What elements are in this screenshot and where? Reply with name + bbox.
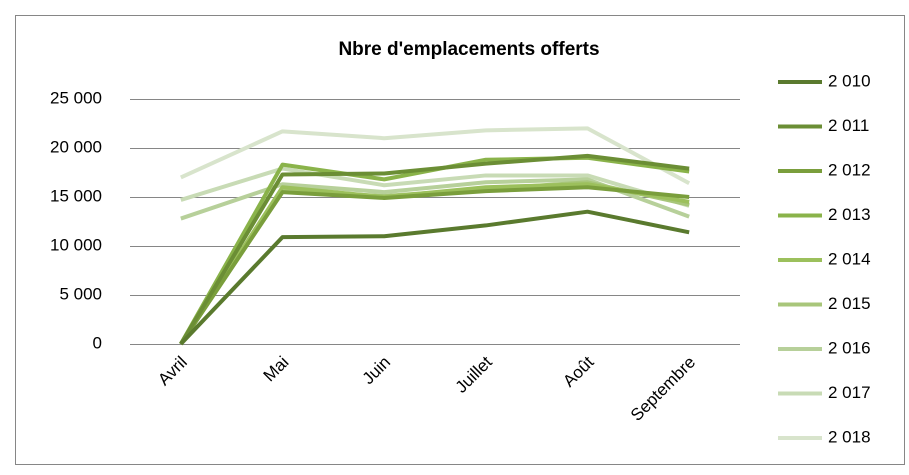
legend-label: 2 010 (828, 71, 871, 90)
series-line (179, 153, 690, 346)
series-line (180, 126, 691, 186)
y-tick-label: 10 000 (50, 235, 102, 254)
legend-label: 2 016 (828, 338, 871, 357)
y-tick-label: 0 (93, 333, 102, 352)
y-tick-label: 20 000 (50, 137, 102, 156)
legend-label: 2 014 (828, 249, 871, 268)
series-line (179, 185, 690, 346)
legend-label: 2 012 (828, 160, 871, 179)
chart-title: Nbre d'emplacements offerts (338, 39, 599, 60)
legend-label: 2 015 (828, 294, 871, 313)
legend-label: 2 011 (828, 116, 869, 135)
chart-border (15, 15, 905, 465)
y-tick-label: 5 000 (59, 284, 102, 303)
y-tick-label: 15 000 (50, 186, 102, 205)
legend-label: 2 017 (828, 383, 871, 402)
legend-label: 2 018 (828, 427, 871, 446)
legend-label: 2 013 (828, 205, 871, 224)
y-tick-label: 25 000 (50, 88, 102, 107)
series-line (179, 209, 690, 346)
series-line (180, 166, 690, 208)
